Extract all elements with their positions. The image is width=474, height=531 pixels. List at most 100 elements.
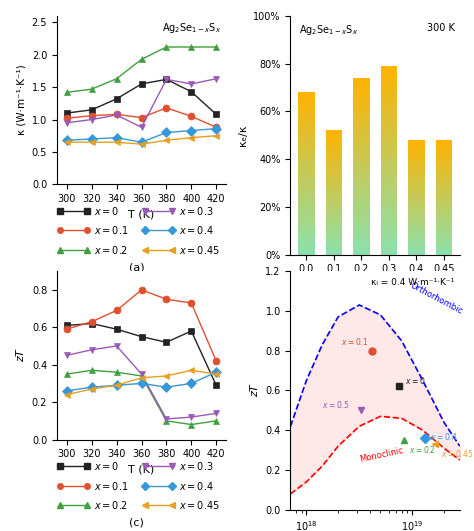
Bar: [298, 236, 315, 237]
Bar: [408, 179, 425, 180]
Bar: [381, 156, 397, 157]
Text: $x = $0: $x = $0: [94, 460, 119, 472]
Bar: [381, 195, 397, 196]
Bar: [381, 178, 397, 179]
Bar: [353, 118, 370, 119]
Bar: [436, 142, 452, 143]
Bar: [298, 214, 315, 215]
Bar: [408, 214, 425, 215]
Bar: [326, 204, 342, 205]
Bar: [436, 212, 452, 213]
Bar: [353, 251, 370, 252]
Bar: [408, 229, 425, 230]
Bar: [353, 167, 370, 168]
Bar: [298, 117, 315, 118]
Bar: [353, 159, 370, 160]
Bar: [436, 213, 452, 214]
Bar: [326, 227, 342, 228]
Bar: [381, 163, 397, 164]
Bar: [326, 133, 342, 134]
Bar: [326, 194, 342, 195]
Bar: [408, 162, 425, 163]
X-axis label: T (K): T (K): [128, 210, 155, 220]
Bar: [408, 153, 425, 154]
Bar: [436, 187, 452, 188]
Bar: [298, 93, 315, 94]
Bar: [353, 173, 370, 174]
Bar: [408, 147, 425, 148]
Bar: [298, 107, 315, 108]
Bar: [298, 99, 315, 100]
Bar: [353, 207, 370, 208]
Bar: [326, 231, 342, 232]
Bar: [381, 233, 397, 234]
Bar: [353, 212, 370, 213]
Bar: [408, 246, 425, 247]
Bar: [326, 253, 342, 254]
Bar: [408, 156, 425, 157]
Bar: [381, 173, 397, 174]
Bar: [436, 252, 452, 253]
Bar: [436, 220, 452, 221]
Bar: [298, 183, 315, 184]
Bar: [353, 131, 370, 132]
Bar: [326, 196, 342, 197]
Bar: [381, 138, 397, 139]
Bar: [381, 134, 397, 135]
Bar: [436, 228, 452, 229]
Bar: [298, 120, 315, 121]
Bar: [436, 237, 452, 238]
Bar: [353, 205, 370, 206]
Bar: [381, 221, 397, 222]
Bar: [408, 224, 425, 225]
Bar: [353, 122, 370, 123]
Bar: [298, 147, 315, 148]
Bar: [353, 179, 370, 181]
Bar: [436, 201, 452, 202]
Bar: [353, 138, 370, 139]
Bar: [326, 217, 342, 218]
Bar: [298, 189, 315, 190]
Bar: [326, 184, 342, 185]
Bar: [298, 137, 315, 138]
Bar: [298, 207, 315, 208]
Bar: [298, 245, 315, 246]
Bar: [353, 110, 370, 112]
Text: Ag$_2$Se$_{1-x}$S$_x$: Ag$_2$Se$_{1-x}$S$_x$: [162, 21, 221, 35]
Bar: [353, 196, 370, 197]
Bar: [408, 173, 425, 174]
Bar: [326, 155, 342, 156]
Bar: [298, 199, 315, 200]
Bar: [408, 238, 425, 239]
Bar: [298, 141, 315, 142]
Bar: [381, 249, 397, 250]
Bar: [381, 174, 397, 175]
Bar: [436, 221, 452, 222]
Bar: [298, 158, 315, 159]
Bar: [381, 79, 397, 80]
Bar: [326, 246, 342, 247]
Bar: [326, 241, 342, 242]
Bar: [326, 136, 342, 138]
Bar: [298, 228, 315, 229]
Bar: [408, 174, 425, 175]
Bar: [381, 170, 397, 172]
Bar: [436, 159, 452, 160]
Bar: [353, 230, 370, 232]
Bar: [298, 162, 315, 163]
Bar: [436, 215, 452, 216]
Bar: [381, 114, 397, 115]
Bar: [326, 160, 342, 161]
Bar: [381, 253, 397, 254]
Bar: [298, 237, 315, 238]
Bar: [408, 232, 425, 233]
Bar: [353, 153, 370, 154]
Y-axis label: zT: zT: [16, 349, 26, 362]
Bar: [408, 181, 425, 182]
Bar: [381, 84, 397, 85]
Bar: [326, 186, 342, 187]
Bar: [436, 249, 452, 250]
Bar: [436, 156, 452, 157]
Bar: [298, 135, 315, 136]
Bar: [353, 178, 370, 179]
